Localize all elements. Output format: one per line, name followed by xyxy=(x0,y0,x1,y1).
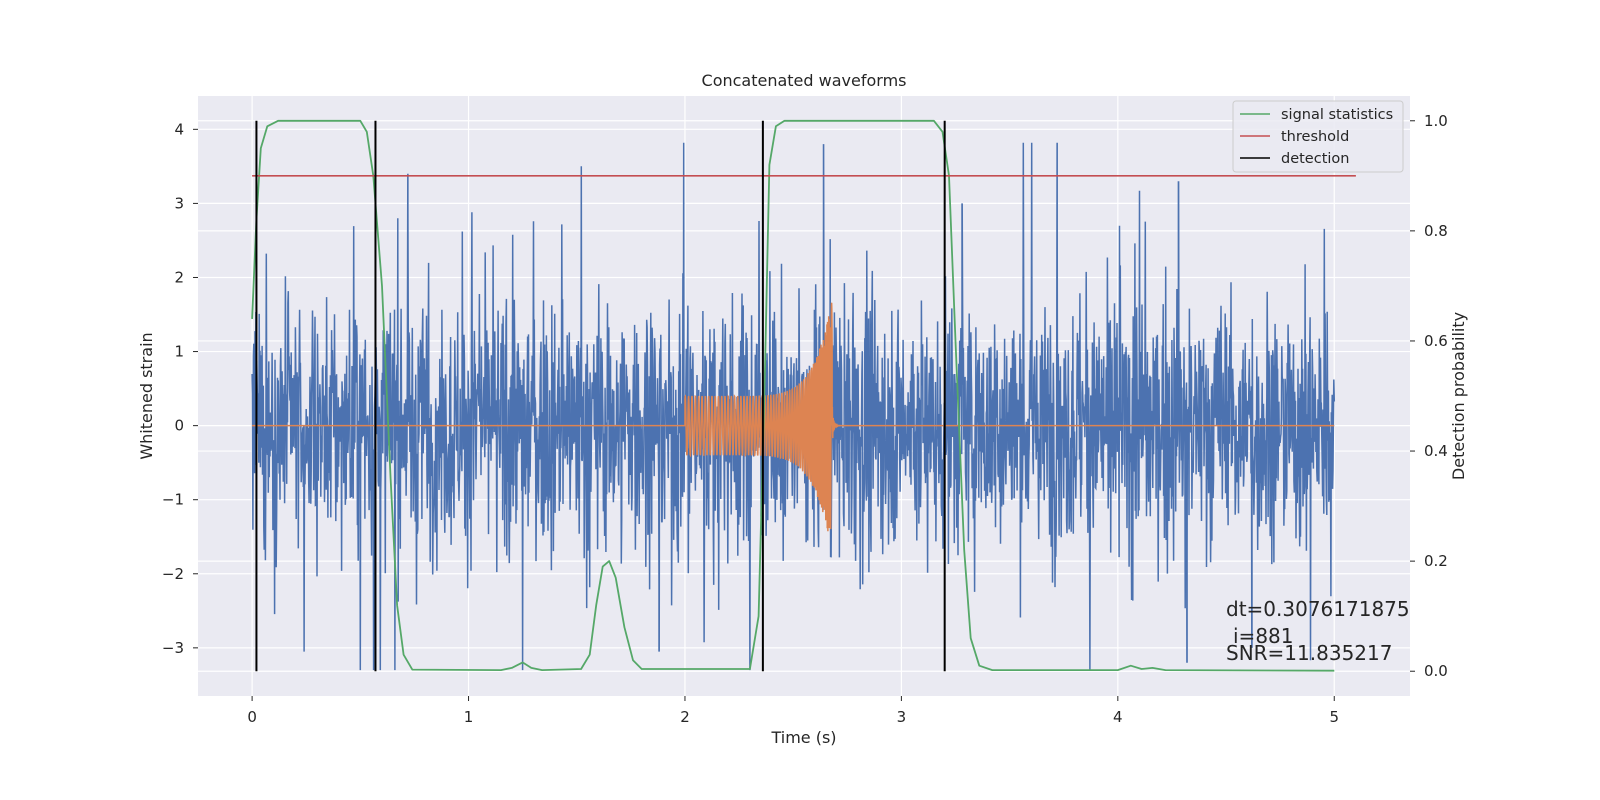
waveform-line xyxy=(252,302,1335,532)
x-tick-label: 3 xyxy=(897,708,907,726)
y-tick-label: 0 xyxy=(174,417,184,435)
x-axis-label: Time (s) xyxy=(770,728,836,747)
y-tick-label: 2 xyxy=(174,268,184,286)
x-tick-label: 4 xyxy=(1113,708,1123,726)
strain-line xyxy=(251,142,1336,671)
y-axis-right: 0.0 0.2 0.4 0.6 0.8 1.0 xyxy=(1410,112,1448,680)
y-tick-label: 3 xyxy=(174,194,184,212)
injected-waveform-series xyxy=(252,302,1335,532)
y2-tick-label: 0.6 xyxy=(1424,332,1448,350)
legend-entry-threshold: threshold xyxy=(1281,129,1349,145)
y-tick-label: −3 xyxy=(162,639,184,657)
annotation-snr: SNR=11.835217 xyxy=(1226,641,1392,665)
y2-tick-label: 0.8 xyxy=(1424,222,1448,240)
legend: signal statistics threshold detection xyxy=(1232,100,1404,173)
x-tick-label: 0 xyxy=(247,708,257,726)
legend-entry-detection: detection xyxy=(1281,151,1349,167)
y2-tick-label: 0.2 xyxy=(1424,552,1448,570)
legend-entry-signal-statistics: signal statistics xyxy=(1281,107,1393,123)
y2-axis-label: Detection probability xyxy=(1449,312,1468,480)
detection-series xyxy=(255,120,946,672)
x-tick-label: 1 xyxy=(464,708,474,726)
signal-statistics-line xyxy=(251,119,1335,672)
y2-tick-label: 0.4 xyxy=(1424,442,1448,460)
y-tick-label: 4 xyxy=(174,120,184,138)
annotation-dt: dt=0.3076171875 xyxy=(1226,597,1410,621)
y2-tick-label: 1.0 xyxy=(1424,112,1448,130)
x-tick-label: 5 xyxy=(1329,708,1339,726)
y-axis-label: Whitened strain xyxy=(137,332,156,459)
x-axis: 0 1 2 3 4 5 xyxy=(247,696,1339,726)
signal-statistics-series xyxy=(251,119,1335,672)
strain-series xyxy=(251,142,1336,671)
annotation-index: i=881 xyxy=(1233,624,1294,648)
x-tick-label: 2 xyxy=(680,708,690,726)
legend-box xyxy=(1232,100,1404,173)
y-tick-label: −1 xyxy=(162,491,184,509)
y-tick-label: −2 xyxy=(162,565,184,583)
chart-title: Concatenated waveforms xyxy=(702,71,907,90)
y-axis-left: −3 −2 −1 0 1 2 3 4 xyxy=(162,120,198,657)
y-tick-label: 1 xyxy=(174,343,184,361)
y2-tick-label: 0.0 xyxy=(1424,662,1448,680)
